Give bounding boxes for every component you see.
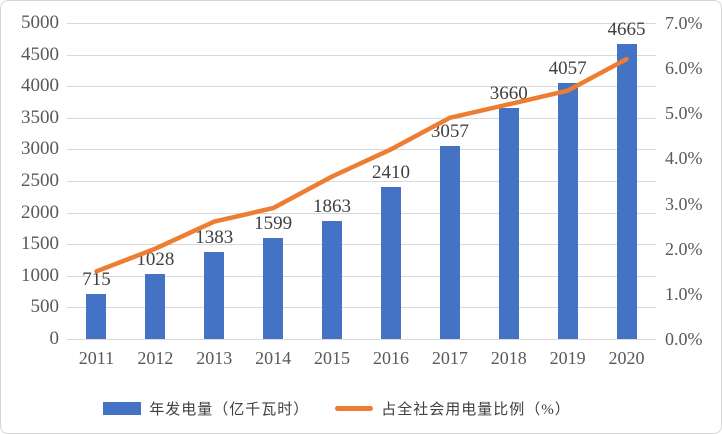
bar-swatch-icon	[103, 402, 142, 415]
gridline	[67, 54, 656, 56]
gridline	[67, 339, 656, 340]
bar	[557, 82, 578, 339]
y-axis-tick-right: 6.0%	[665, 58, 703, 79]
bar-value-label: 4665	[607, 19, 646, 41]
y-axis-tick-right: 5.0%	[665, 103, 703, 124]
y-axis-tick-left: 4500	[21, 43, 59, 65]
y-axis-tick-left: 3500	[21, 106, 59, 128]
bar	[145, 274, 166, 339]
gridline	[67, 307, 656, 309]
legend-item-ratio: 占全社会用电量比例（%）	[335, 398, 571, 419]
y-axis-tick-left: 2500	[21, 170, 59, 191]
bar	[498, 107, 519, 339]
x-axis-tick: 2013	[196, 348, 233, 368]
bar-value-label: 4057	[548, 57, 587, 79]
x-axis-tick: 2012	[137, 348, 174, 368]
y-axis-tick-left: 4000	[21, 75, 59, 97]
x-axis-tick: 2014	[255, 348, 292, 368]
x-axis-tick: 2016	[372, 348, 409, 368]
y-axis-tick-right: 1.0%	[665, 283, 703, 304]
bar	[322, 221, 343, 339]
bar-value-label: 3660	[489, 82, 528, 104]
y-axis-tick-right: 0.0%	[665, 329, 703, 349]
x-axis-tick: 2020	[608, 348, 645, 368]
x-axis-tick: 2017	[431, 348, 468, 368]
y-axis-tick-right: 2.0%	[665, 238, 703, 259]
bar-value-label: 3057	[430, 120, 469, 142]
bar-value-label: 1028	[136, 249, 175, 271]
y-axis-tick-left: 5000	[21, 12, 59, 33]
bar	[204, 251, 225, 339]
y-axis-tick-left: 0	[49, 328, 60, 349]
bar-value-label: 1863	[313, 196, 352, 218]
bar	[86, 293, 107, 339]
bar-value-label: 2410	[371, 161, 410, 183]
x-axis-tick: 2015	[314, 348, 351, 368]
bar	[380, 186, 401, 339]
bar	[616, 44, 637, 339]
x-axis-tick: 2018	[490, 348, 527, 368]
bar	[439, 145, 460, 339]
y-axis-tick-left: 1500	[21, 233, 59, 255]
y-axis-tick-right: 7.0%	[665, 13, 703, 33]
y-axis-tick-left: 500	[30, 296, 60, 318]
legend-item-generation: 年发电量（亿千瓦时）	[103, 398, 309, 419]
legend: 年发电量（亿千瓦时） 占全社会用电量比例（%）	[1, 398, 721, 419]
line-swatch-icon	[335, 406, 374, 411]
y-axis-tick-left: 2000	[21, 201, 59, 223]
x-axis-tick: 2011	[78, 348, 115, 368]
x-axis-tick: 2019	[549, 348, 586, 368]
y-axis-tick-right: 4.0%	[665, 148, 703, 169]
legend-label-generation: 年发电量（亿千瓦时）	[149, 402, 310, 418]
y-axis-tick-left: 1000	[21, 264, 59, 286]
y-axis-tick-left: 3000	[21, 138, 59, 160]
gridline	[67, 275, 656, 277]
gridline	[67, 23, 656, 24]
y-axis-tick-right: 3.0%	[665, 193, 703, 214]
bar-value-label: 715	[82, 268, 111, 290]
legend-label-ratio: 占全社会用电量比例（%）	[381, 402, 571, 418]
bar	[263, 237, 284, 339]
